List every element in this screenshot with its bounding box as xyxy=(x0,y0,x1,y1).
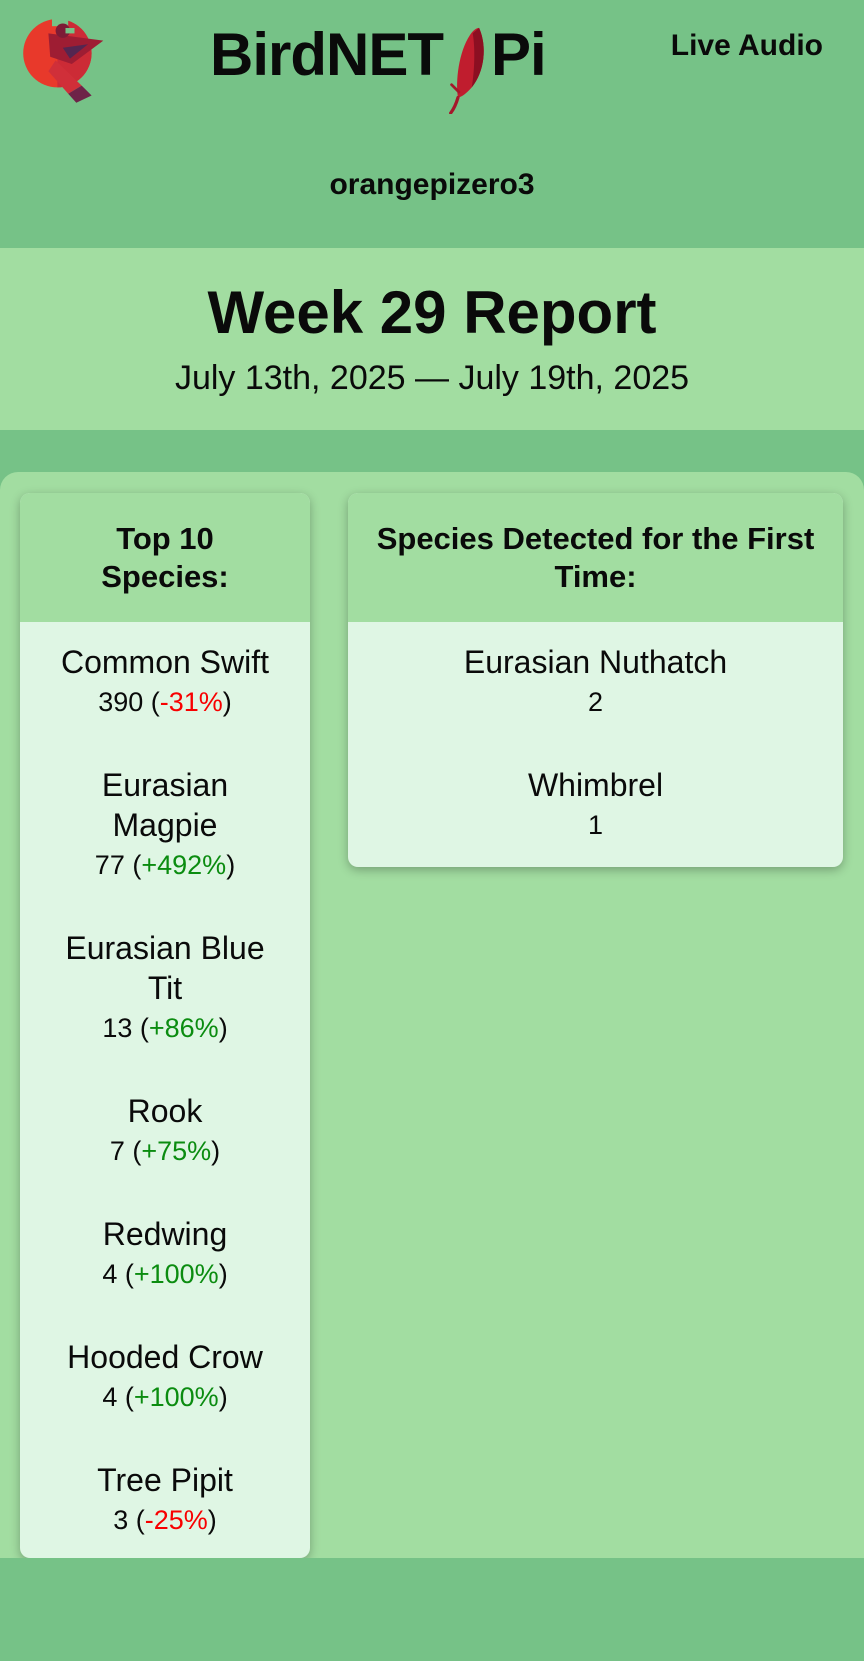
species-item: Common Swift 390 -31% xyxy=(54,642,276,720)
species-name: Eurasian Blue Tit xyxy=(65,930,265,1006)
report-title: Week 29 Report xyxy=(207,279,657,346)
species-name: Hooded Crow xyxy=(67,1339,263,1375)
species-count: 4 +100% xyxy=(54,1256,276,1292)
species-name: Redwing xyxy=(102,1216,228,1252)
species-trend-pct: +86% xyxy=(148,1013,219,1043)
species-count: 13 +86% xyxy=(54,1010,276,1046)
species-item: Tree Pipit 3 -25% xyxy=(54,1460,276,1538)
species-trend-pct: +100% xyxy=(133,1382,219,1412)
species-name: Eurasian Nuthatch xyxy=(463,644,728,680)
app-header: BirdNET Pi Live Audio orangepizero3 xyxy=(0,0,864,248)
top-species-list: Common Swift 390 -31% Eurasian Magpie 77… xyxy=(20,622,310,1558)
first-time-card-title: Species Detected for the First Time: xyxy=(348,493,843,622)
species-trend-pct: -31% xyxy=(159,687,223,717)
report-date-range: July 13th, 2025 — July 19th, 2025 xyxy=(174,359,690,397)
species-item: Hooded Crow 4 +100% xyxy=(54,1337,276,1415)
first-time-card: Species Detected for the First Time: Eur… xyxy=(348,493,843,867)
species-name: Common Swift xyxy=(60,644,270,680)
species-item: Eurasian Blue Tit 13 +86% xyxy=(54,928,276,1046)
species-item: Rook 7 +75% xyxy=(54,1091,276,1169)
report-banner: Week 29 Report July 13th, 2025 — July 19… xyxy=(0,248,864,430)
hostname: orangepizero3 xyxy=(329,168,535,201)
app-title-part1: BirdNET xyxy=(210,21,444,88)
species-trend-pct: +492% xyxy=(141,850,227,880)
app-title-part2: Pi xyxy=(491,21,547,88)
species-count: 390 -31% xyxy=(54,684,276,720)
species-name: Rook xyxy=(127,1093,203,1129)
species-trend-pct: +100% xyxy=(133,1259,219,1289)
species-count: 77 +492% xyxy=(54,847,276,883)
app-title: BirdNET Pi xyxy=(210,21,547,114)
species-name: Eurasian Magpie xyxy=(101,767,229,843)
live-audio-link[interactable]: Live Audio xyxy=(670,29,823,62)
content-panel: Top 10 Species: Common Swift 390 -31% Eu… xyxy=(0,472,864,1558)
species-item: Whimbrel 1 xyxy=(368,765,823,843)
species-name: Tree Pipit xyxy=(97,1462,233,1498)
species-trend-pct: -25% xyxy=(144,1505,208,1535)
species-name: Whimbrel xyxy=(527,767,664,803)
top-species-card-title: Top 10 Species: xyxy=(20,493,310,622)
species-count: 3 -25% xyxy=(54,1502,276,1538)
birdnet-logo-icon[interactable] xyxy=(16,6,106,104)
species-count: 4 +100% xyxy=(54,1379,276,1415)
first-time-list: Eurasian Nuthatch 2 Whimbrel 1 xyxy=(348,622,843,867)
species-count: 2 xyxy=(587,687,604,717)
feather-icon xyxy=(449,27,484,114)
species-item: Redwing 4 +100% xyxy=(54,1214,276,1292)
species-item: Eurasian Magpie 77 +492% xyxy=(54,765,276,883)
species-count: 1 xyxy=(587,810,604,840)
species-count: 7 +75% xyxy=(54,1133,276,1169)
top-species-card: Top 10 Species: Common Swift 390 -31% Eu… xyxy=(20,493,310,1558)
species-trend-pct: +75% xyxy=(141,1136,212,1166)
species-item: Eurasian Nuthatch 2 xyxy=(368,642,823,720)
